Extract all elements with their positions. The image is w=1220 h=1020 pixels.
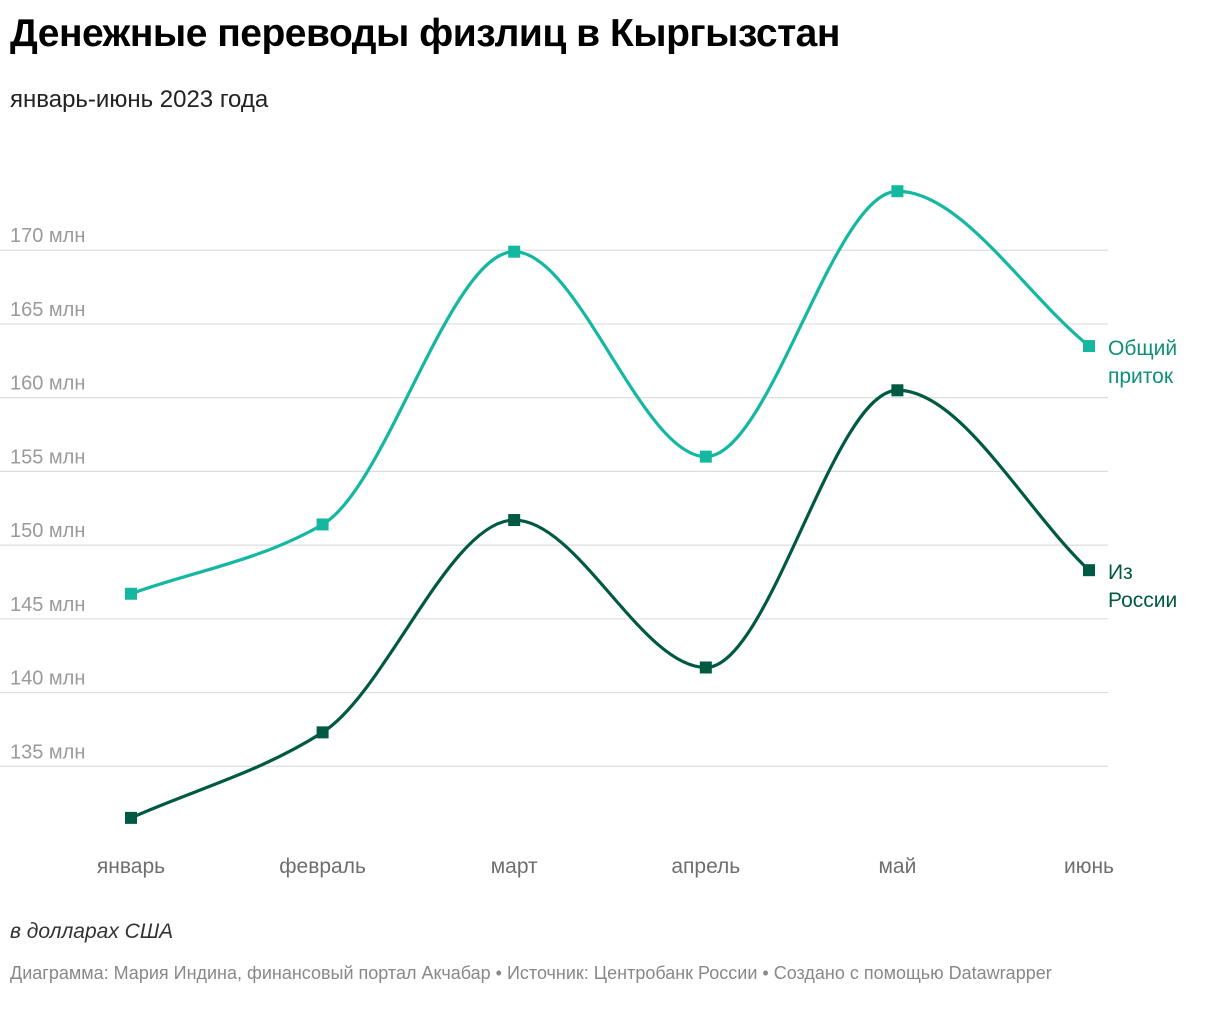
line-chart: 135 млн 140 млн 145 млн 150 млн 155 млн 160 м… — [0, 185, 1177, 878]
data-point-marker — [699, 450, 712, 463]
y-tick-label: 160 млн — [10, 373, 85, 395]
series-lines — [125, 185, 1095, 824]
chart-title: Денежные переводы физлиц в Кыргызстан — [10, 12, 840, 55]
y-tick-label: 135 млн — [10, 741, 85, 763]
series-label-line: Из — [1108, 561, 1133, 584]
data-point-marker — [316, 726, 329, 739]
x-axis-ticks: январь февраль март апрель май июнь — [97, 855, 1114, 878]
data-point-marker — [316, 518, 329, 531]
series-label-russia: Из России — [1108, 561, 1177, 612]
data-point-marker — [125, 811, 137, 824]
series-label-line: России — [1108, 589, 1177, 612]
x-tick-label: январь — [97, 855, 165, 878]
gridlines — [0, 249, 1108, 767]
x-tick-label: июнь — [1064, 855, 1114, 878]
data-point-marker — [508, 514, 521, 527]
data-point-marker — [508, 245, 521, 258]
chart-notes: в долларах США — [10, 920, 174, 943]
x-tick-label: май — [878, 855, 916, 878]
y-tick-label: 155 млн — [10, 446, 85, 468]
x-tick-label: февраль — [279, 855, 366, 878]
data-point-marker — [125, 587, 137, 600]
series-labels: Общий приток Из России — [1108, 337, 1177, 612]
y-tick-label: 145 млн — [10, 594, 85, 616]
series-label-line: Общий — [1108, 337, 1177, 360]
x-tick-label: апрель — [671, 855, 740, 878]
series-line-russia — [129, 388, 1091, 820]
y-tick-label: 140 млн — [10, 668, 85, 690]
chart-byline: Диаграмма: Мария Индина, финансовый порт… — [10, 963, 1052, 983]
data-point-marker — [891, 384, 904, 397]
y-axis-ticks: 135 млн 140 млн 145 млн 150 млн 155 млн 160 м… — [10, 225, 85, 763]
chart-subtitle: январь-июнь 2023 года — [10, 86, 269, 113]
series-line-total — [129, 189, 1091, 596]
series-label-total: Общий приток — [1108, 337, 1177, 388]
data-point-marker — [891, 185, 904, 198]
data-point-marker — [1083, 564, 1095, 577]
x-tick-label: март — [491, 855, 538, 878]
y-tick-label: 150 млн — [10, 520, 85, 542]
y-tick-label: 170 млн — [10, 225, 85, 247]
series-label-line: приток — [1108, 365, 1174, 388]
data-point-marker — [699, 661, 712, 674]
data-point-marker — [1083, 340, 1095, 353]
y-tick-label: 165 млн — [10, 299, 85, 321]
